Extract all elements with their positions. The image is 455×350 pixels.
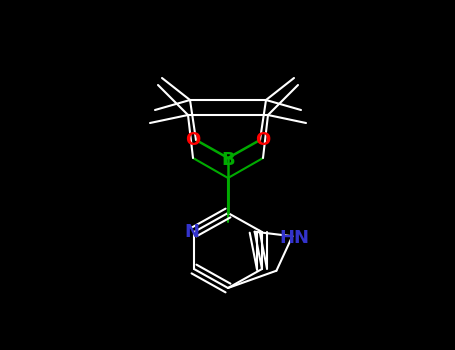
Text: B: B	[221, 151, 235, 169]
Text: N: N	[184, 223, 199, 241]
Text: HN: HN	[279, 229, 309, 247]
Text: O: O	[185, 131, 201, 149]
Text: O: O	[255, 131, 271, 149]
